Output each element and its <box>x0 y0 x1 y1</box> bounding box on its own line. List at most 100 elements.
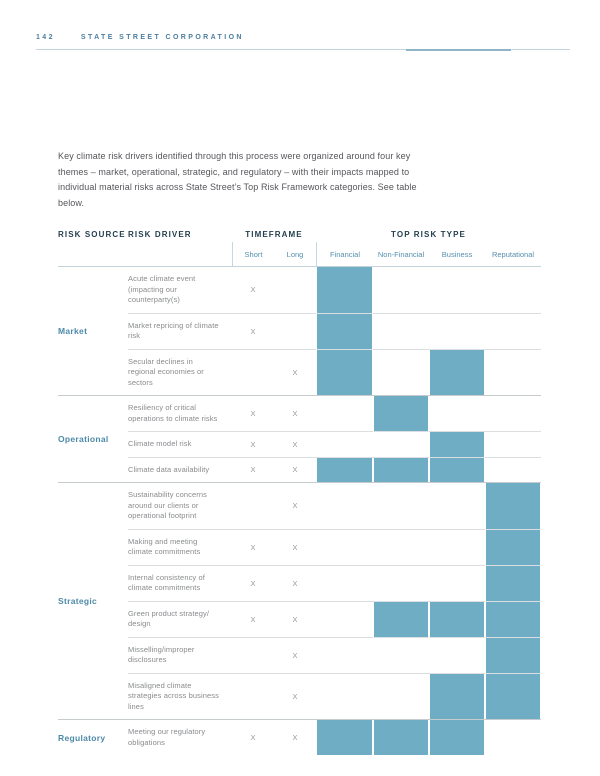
timeframe-short-cell: X <box>250 733 256 742</box>
timeframe-short-cell: X <box>232 602 274 638</box>
risk-type-non-financial-cell <box>373 432 429 458</box>
timeframe-long-cell: X <box>292 733 298 742</box>
risk-type-reputational-cell <box>485 314 541 350</box>
risk-type-reputational-cell <box>485 267 541 314</box>
risk-source-label: Operational <box>58 434 109 444</box>
running-head: 142 STATE STREET CORPORATION <box>36 34 570 41</box>
header-spacer <box>58 242 128 266</box>
table-header: RISK SOURCE RISK DRIVER TIMEFRAME TOP RI… <box>58 230 541 267</box>
page-number: 142 <box>36 34 55 41</box>
timeframe-short-cell <box>232 483 274 530</box>
timeframe-short-cell <box>232 674 274 720</box>
risk-type-business-cell <box>429 601 485 638</box>
risk-type-non-financial-cell <box>373 566 429 602</box>
risk-driver-cell: Climate model risk <box>128 432 232 458</box>
risk-type-business-cell <box>429 396 485 432</box>
risk-type-business-cell <box>429 566 485 602</box>
risk-type-non-financial-cell <box>373 314 429 350</box>
risk-type-non-financial-cell <box>373 396 429 432</box>
timeframe-long-cell: X <box>292 367 298 377</box>
climate-risk-table: RISK SOURCE RISK DRIVER TIMEFRAME TOP RI… <box>58 230 541 755</box>
risk-type-financial-cell <box>316 483 373 530</box>
header-rule-accent <box>406 48 511 51</box>
timeframe-short-cell <box>232 638 274 674</box>
risk-type-business-cell <box>429 432 485 458</box>
header-rule <box>36 48 570 51</box>
risk-driver-cell: Sustainability concerns around our clien… <box>128 483 232 530</box>
risk-type-business-cell <box>429 638 485 674</box>
risk-type-reputational-cell <box>485 458 541 483</box>
risk-type-reputational-cell <box>485 637 541 674</box>
risk-type-reputational-cell <box>485 350 541 396</box>
risk-driver-cell: Meeting our regulatory obligations <box>128 727 206 747</box>
timeframe-long-cell: X <box>274 638 316 674</box>
col-header-reputational: Reputational <box>491 249 535 259</box>
col-header-non-financial: Non-Financial <box>377 249 425 259</box>
risk-driver-cell: Secular declines in regional economies o… <box>128 356 204 387</box>
timeframe-short-cell: X <box>232 314 274 350</box>
risk-type-business-cell <box>429 483 485 530</box>
risk-type-non-financial-cell <box>373 638 429 674</box>
timeframe-short-cell: X <box>232 432 274 458</box>
risk-type-financial-cell <box>316 432 373 458</box>
risk-driver-cell: Market repricing of climate risk <box>128 314 232 350</box>
table-body: Market Acute climate event (impacting our… <box>58 267 541 755</box>
risk-driver-cell: Internal consistency of climate commitme… <box>128 566 232 602</box>
risk-driver-cell: Misaligned climate strategies across bus… <box>128 680 219 711</box>
risk-type-reputational-cell <box>485 529 541 566</box>
risk-type-business-cell <box>429 267 485 314</box>
risk-type-financial-cell <box>316 313 373 350</box>
risk-type-financial-cell <box>316 457 373 482</box>
risk-type-financial-cell <box>316 267 373 314</box>
risk-type-non-financial-cell <box>373 267 429 314</box>
timeframe-long-cell: X <box>274 530 316 566</box>
header-spacer <box>128 242 232 266</box>
timeframe-long-cell: X <box>274 432 316 458</box>
risk-type-non-financial-cell <box>373 530 429 566</box>
risk-type-financial-cell <box>316 602 373 638</box>
col-header-long: Long <box>286 249 304 259</box>
risk-type-financial-cell <box>316 674 373 720</box>
timeframe-short-cell: X <box>232 566 274 602</box>
risk-type-business-cell <box>429 349 485 395</box>
risk-type-non-financial-cell <box>373 674 429 720</box>
risk-type-business-cell <box>429 530 485 566</box>
timeframe-long-cell <box>274 267 316 314</box>
risk-type-reputational-cell <box>485 483 541 530</box>
timeframe-long-cell: X <box>274 483 316 530</box>
risk-type-business-cell <box>429 457 485 482</box>
risk-type-reputational-cell <box>485 601 541 638</box>
timeframe-short-cell: X <box>232 530 274 566</box>
risk-type-business-cell <box>429 720 485 755</box>
timeframe-long-cell: X <box>292 691 298 701</box>
risk-type-business-cell <box>429 673 485 719</box>
timeframe-short-cell: X <box>232 396 274 432</box>
risk-group: Regulatory Meeting our regulatory obligat… <box>58 720 541 755</box>
risk-type-financial-cell <box>316 720 373 755</box>
risk-source-label: Regulatory <box>58 732 106 743</box>
risk-type-reputational-cell <box>485 673 541 719</box>
risk-group: Operational Resiliency of critical operat… <box>58 396 541 483</box>
timeframe-long-cell: X <box>292 465 298 475</box>
risk-type-non-financial-cell <box>373 720 429 755</box>
risk-group: Strategic Sustainability concerns around … <box>58 483 541 720</box>
risk-type-non-financial-cell <box>373 483 429 530</box>
risk-type-financial-cell <box>316 638 373 674</box>
col-header-risk-driver: RISK DRIVER <box>128 230 192 239</box>
risk-type-financial-cell <box>316 396 373 432</box>
risk-source-label: Market <box>58 326 88 336</box>
page-header: 142 STATE STREET CORPORATION <box>0 0 600 51</box>
col-header-business: Business <box>441 249 473 259</box>
timeframe-long-cell: X <box>274 602 316 638</box>
risk-type-financial-cell <box>316 566 373 602</box>
risk-driver-cell: Resiliency of critical operations to cli… <box>128 396 232 432</box>
risk-source-label: Strategic <box>58 596 98 606</box>
risk-driver-cell: Green product strategy/ design <box>128 602 232 638</box>
risk-type-non-financial-cell <box>373 457 429 482</box>
timeframe-long-cell <box>274 314 316 350</box>
risk-driver-cell: Climate data availability <box>128 464 210 474</box>
company-name: STATE STREET CORPORATION <box>80 34 244 41</box>
col-header-short: Short <box>232 242 274 266</box>
col-header-financial: Financial <box>316 242 373 266</box>
